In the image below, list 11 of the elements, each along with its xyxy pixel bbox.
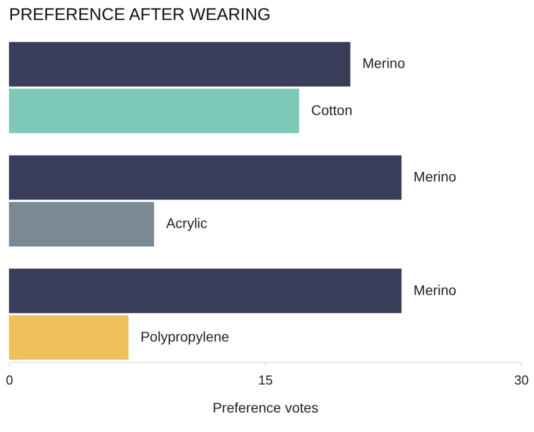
y-tick-label: Polypropylene <box>140 328 230 345</box>
y-tick-label: Merino <box>362 55 406 72</box>
y-tick-label: Merino <box>414 282 457 298</box>
y-tick-label: Merino <box>414 168 457 185</box>
y-tick-label: Cotton <box>311 102 352 118</box>
x-tick-label: 15 <box>258 372 273 388</box>
x-tick-label: 0 <box>6 372 14 388</box>
x-tick-label: 30 <box>514 372 529 388</box>
chart-title: PREFERENCE AFTER WEARING <box>9 5 271 24</box>
x-axis-title: Preference votes <box>212 400 318 416</box>
y-tick-label: Acrylic <box>166 215 208 232</box>
